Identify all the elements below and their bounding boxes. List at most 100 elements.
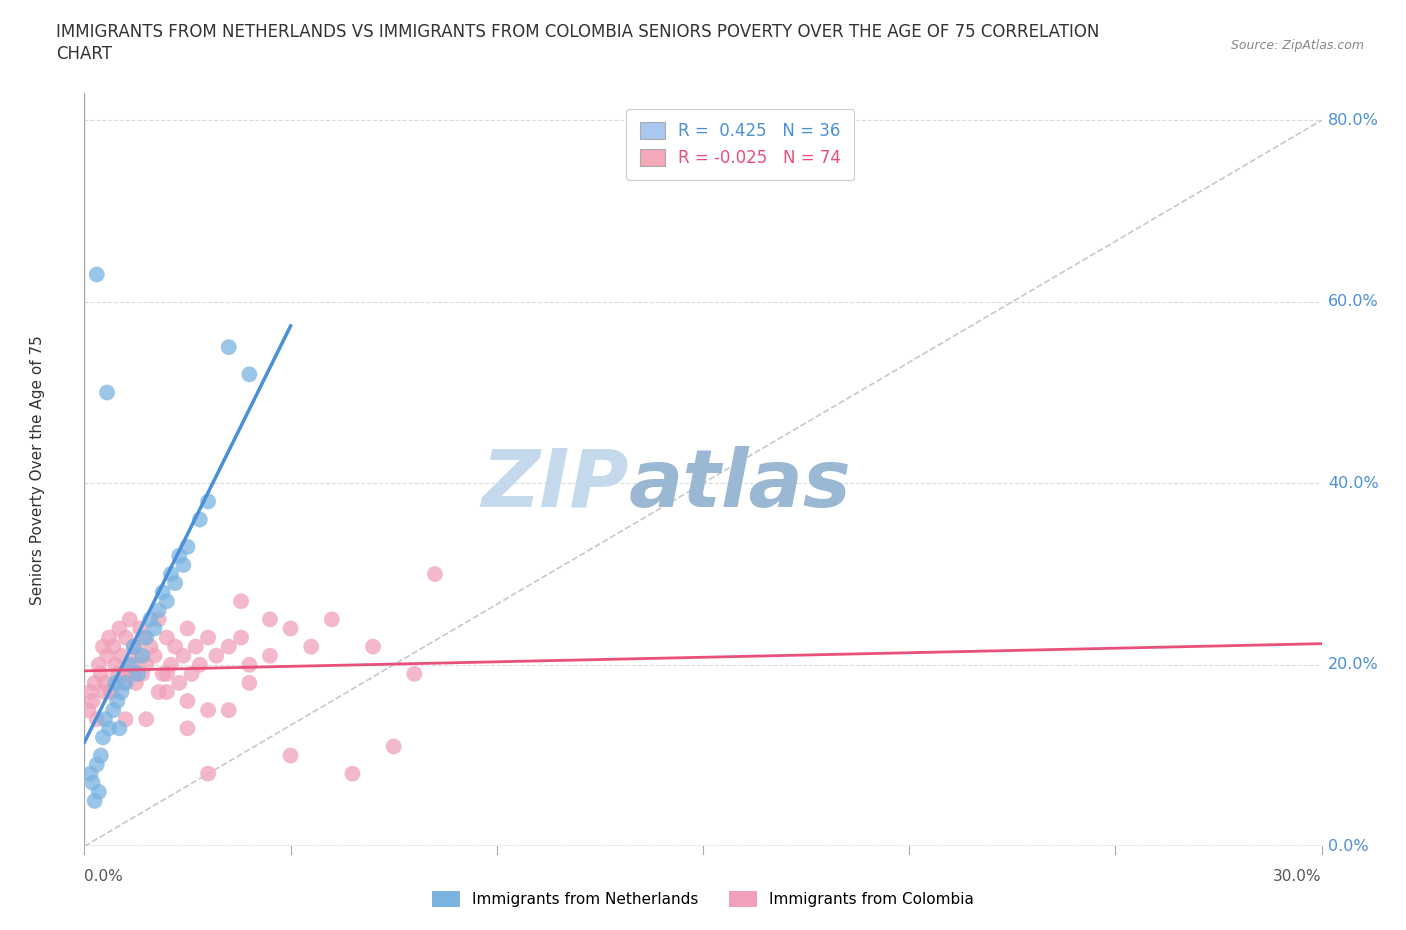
Point <box>342 766 364 781</box>
Point <box>176 539 198 554</box>
Point <box>125 675 148 690</box>
Point <box>135 711 157 726</box>
Point <box>127 648 149 663</box>
Point <box>280 621 302 636</box>
Point <box>114 667 136 682</box>
Point <box>139 639 162 654</box>
Point <box>98 721 121 736</box>
Point <box>148 612 170 627</box>
Point <box>152 585 174 600</box>
Point <box>118 612 141 627</box>
Point <box>91 639 114 654</box>
Point <box>404 667 426 682</box>
Point <box>82 694 104 709</box>
Point <box>361 639 384 654</box>
Point <box>156 684 179 699</box>
Point <box>114 631 136 645</box>
Point <box>86 711 108 726</box>
Point <box>172 557 194 572</box>
Point <box>135 631 157 645</box>
Point <box>167 549 190 564</box>
Point <box>90 667 112 682</box>
Point <box>104 658 127 672</box>
Point <box>77 703 100 718</box>
Point <box>112 675 135 690</box>
Point <box>156 631 179 645</box>
Point <box>160 566 183 581</box>
Point <box>238 675 260 690</box>
Point <box>118 658 141 672</box>
Point <box>108 621 131 636</box>
Text: 40.0%: 40.0% <box>1327 476 1378 491</box>
Point <box>90 748 112 763</box>
Point <box>156 594 179 609</box>
Text: IMMIGRANTS FROM NETHERLANDS VS IMMIGRANTS FROM COLOMBIA SENIORS POVERTY OVER THE: IMMIGRANTS FROM NETHERLANDS VS IMMIGRANT… <box>56 23 1099 41</box>
Point <box>87 784 110 799</box>
Point <box>103 639 125 654</box>
Point <box>280 748 302 763</box>
Point <box>82 776 104 790</box>
Point <box>167 675 190 690</box>
Text: atlas: atlas <box>628 445 852 524</box>
Point <box>148 684 170 699</box>
Point <box>127 667 149 682</box>
Point <box>86 267 108 282</box>
Text: 0.0%: 0.0% <box>84 869 124 883</box>
Point <box>148 603 170 618</box>
Point <box>131 667 153 682</box>
Point <box>122 639 145 654</box>
Text: 0.0%: 0.0% <box>1327 839 1368 854</box>
Point <box>117 667 139 682</box>
Point <box>321 612 343 627</box>
Point <box>110 684 132 699</box>
Point <box>83 793 105 808</box>
Text: 60.0%: 60.0% <box>1327 294 1378 310</box>
Point <box>176 721 198 736</box>
Point <box>197 631 219 645</box>
Point <box>218 703 240 718</box>
Point <box>87 658 110 672</box>
Point <box>114 711 136 726</box>
Point <box>143 621 166 636</box>
Point <box>238 658 260 672</box>
Point <box>180 667 202 682</box>
Text: 20.0%: 20.0% <box>1327 658 1378 672</box>
Point <box>156 667 179 682</box>
Text: ZIP: ZIP <box>481 445 628 524</box>
Point <box>114 675 136 690</box>
Point <box>86 757 108 772</box>
Point <box>229 594 252 609</box>
Point <box>205 648 228 663</box>
Point <box>160 658 183 672</box>
Point <box>259 612 281 627</box>
Point <box>129 621 152 636</box>
Legend: Immigrants from Netherlands, Immigrants from Colombia: Immigrants from Netherlands, Immigrants … <box>426 884 980 913</box>
Point <box>122 639 145 654</box>
Point <box>96 385 118 400</box>
Text: Seniors Poverty Over the Age of 75: Seniors Poverty Over the Age of 75 <box>30 335 45 604</box>
Point <box>135 658 157 672</box>
Point <box>110 648 132 663</box>
Point <box>188 658 211 672</box>
Point <box>184 639 207 654</box>
Point <box>79 766 101 781</box>
Point <box>197 703 219 718</box>
Legend: R =  0.425   N = 36, R = -0.025   N = 74: R = 0.425 N = 36, R = -0.025 N = 74 <box>626 109 853 180</box>
Point <box>105 667 128 682</box>
Point <box>172 648 194 663</box>
Point <box>382 739 405 754</box>
Point <box>105 694 128 709</box>
Point <box>79 684 101 699</box>
Point <box>229 631 252 645</box>
Point <box>122 667 145 682</box>
Text: 30.0%: 30.0% <box>1274 869 1322 883</box>
Text: 80.0%: 80.0% <box>1327 113 1379 127</box>
Point <box>104 675 127 690</box>
Point <box>238 367 260 382</box>
Point <box>188 512 211 527</box>
Point <box>98 631 121 645</box>
Point <box>165 576 187 591</box>
Point <box>143 648 166 663</box>
Point <box>197 766 219 781</box>
Point <box>218 339 240 354</box>
